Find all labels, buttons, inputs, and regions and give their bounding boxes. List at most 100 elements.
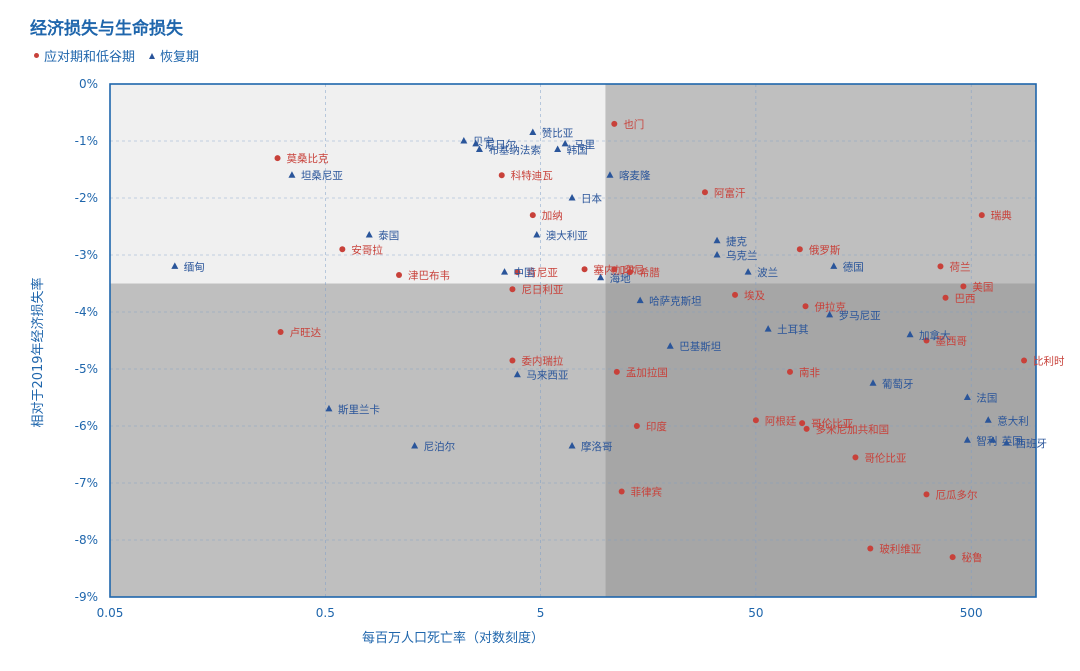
data-point-label: 澳大利亚 (546, 229, 588, 242)
data-point-label: 巴西 (955, 293, 976, 305)
data-point-triangle (984, 416, 992, 423)
data-point-circle (923, 337, 930, 344)
data-point-circle (274, 155, 281, 162)
data-point-label: 科特迪瓦 (511, 169, 553, 182)
data-point-triangle (713, 251, 721, 258)
data-point-label: 南非 (799, 366, 820, 379)
data-point-label: 罗马尼亚 (839, 310, 881, 322)
data-point-label: 秘鲁 (962, 551, 983, 564)
data-point-label: 哈萨克斯坦 (649, 295, 702, 308)
legend-circle-marker (34, 53, 39, 58)
data-point-label: 印度 (646, 420, 667, 433)
data-point-label: 尼日利亚 (521, 284, 563, 296)
data-point-label: 巴基斯坦 (679, 340, 721, 353)
data-point-label: 荷兰 (949, 260, 970, 273)
data-point-label: 智利 (976, 434, 997, 447)
data-point-label: 莫桑比克 (287, 152, 329, 165)
data-point-label: 厄瓜多尔 (935, 488, 977, 501)
legend: 应对期和低谷期 恢复期 (34, 46, 199, 65)
data-point-triangle (325, 404, 333, 412)
data-point-label: 葡萄牙 (882, 377, 914, 390)
x-tick-label: 50 (748, 606, 763, 620)
data-point-label: 比利时 (1033, 354, 1065, 367)
data-point-label: 土耳其 (777, 323, 809, 336)
data-point-label: 贝宁 (473, 135, 494, 148)
data-point-label: 委内瑞拉 (521, 354, 563, 367)
data-point-label: 摩洛哥 (581, 440, 613, 453)
data-point-label: 法国 (976, 392, 997, 405)
data-point-circle (611, 266, 618, 273)
data-point-triangle (764, 325, 772, 332)
data-point-label: 加拿大 (919, 329, 951, 342)
data-point-triangle (1003, 439, 1011, 446)
data-point-label: 津巴布韦 (408, 270, 450, 282)
y-tick-label: -5% (75, 362, 98, 376)
data-point-label: 波兰 (757, 266, 778, 279)
data-point-circle (581, 266, 588, 273)
data-point-triangle (513, 370, 521, 378)
data-point-triangle (411, 441, 419, 449)
quadrant-bottom-right (605, 283, 1036, 597)
data-point-label: 卢旺达 (290, 326, 322, 339)
data-point-circle (960, 283, 967, 290)
data-point-circle (803, 425, 810, 432)
data-point-circle (752, 417, 759, 424)
x-tick-label: 500 (960, 606, 983, 620)
data-point-triangle (501, 268, 509, 275)
data-point-label: 埃及 (744, 289, 765, 302)
data-point-label: 尼泊尔 (424, 440, 456, 453)
data-point-triangle (460, 137, 468, 144)
data-point-triangle (636, 296, 644, 304)
data-point-circle (618, 488, 625, 495)
data-point-circle (942, 294, 949, 301)
data-point-triangle (561, 139, 569, 147)
data-point-circle (701, 189, 708, 196)
data-point-label: 加纳 (542, 209, 563, 222)
chart-title: 经济损失与生命损失 (30, 19, 183, 39)
data-point-triangle (906, 330, 914, 338)
data-point-triangle (554, 145, 562, 153)
data-point-label: 美国 (972, 280, 993, 293)
y-tick-label: 0% (79, 77, 98, 91)
x-tick-label: 5 (537, 606, 545, 620)
data-point-label: 肯尼亚 (526, 266, 558, 279)
data-point-label: 哥伦比亚 (864, 451, 906, 464)
data-point-label: 也门 (623, 118, 644, 131)
data-point-label: 韩国 (567, 144, 588, 157)
legend-triangle-marker (149, 52, 156, 59)
y-tick-label: -8% (75, 533, 98, 547)
data-point-label: 斯里兰卡 (338, 403, 380, 416)
data-point-label: 玻利维亚 (879, 543, 921, 556)
data-point-label: 乌克兰 (726, 249, 758, 262)
data-point-circle (937, 263, 944, 270)
y-axis-title: 相对于2019年经济损失率 (30, 277, 46, 427)
data-point-triangle (826, 310, 834, 318)
data-point-label: 缅甸 (184, 260, 205, 273)
data-point-label: 日本 (581, 192, 602, 205)
data-point-label: 中国 (514, 266, 535, 279)
quadrant-top-left (110, 84, 606, 284)
data-point-triangle (529, 128, 537, 135)
x-tick-label: 0.5 (316, 606, 335, 620)
data-point-label: 西班牙 (1016, 438, 1047, 450)
data-point-triangle (568, 194, 576, 201)
data-point-label: 德国 (843, 260, 864, 273)
data-point-circle (611, 120, 618, 127)
data-point-triangle (830, 262, 838, 269)
data-point-label: 安哥拉 (351, 243, 383, 256)
quadrant-bottom-left (110, 283, 606, 597)
data-point-circle (799, 420, 806, 427)
data-point-triangle (472, 139, 480, 147)
data-point-circle (498, 172, 505, 179)
data-point-circle (633, 423, 640, 429)
data-point-circle (949, 554, 956, 561)
data-point-label: 瑞典 (991, 209, 1012, 222)
data-point-circle (852, 454, 859, 461)
data-point-circle (796, 246, 803, 253)
data-point-triangle (288, 171, 296, 178)
data-point-triangle (713, 236, 721, 244)
data-point-triangle (533, 231, 541, 238)
data-point-circle (1021, 357, 1028, 364)
data-point-label: 俄罗斯 (809, 243, 841, 256)
y-tick-label: -4% (75, 305, 98, 319)
